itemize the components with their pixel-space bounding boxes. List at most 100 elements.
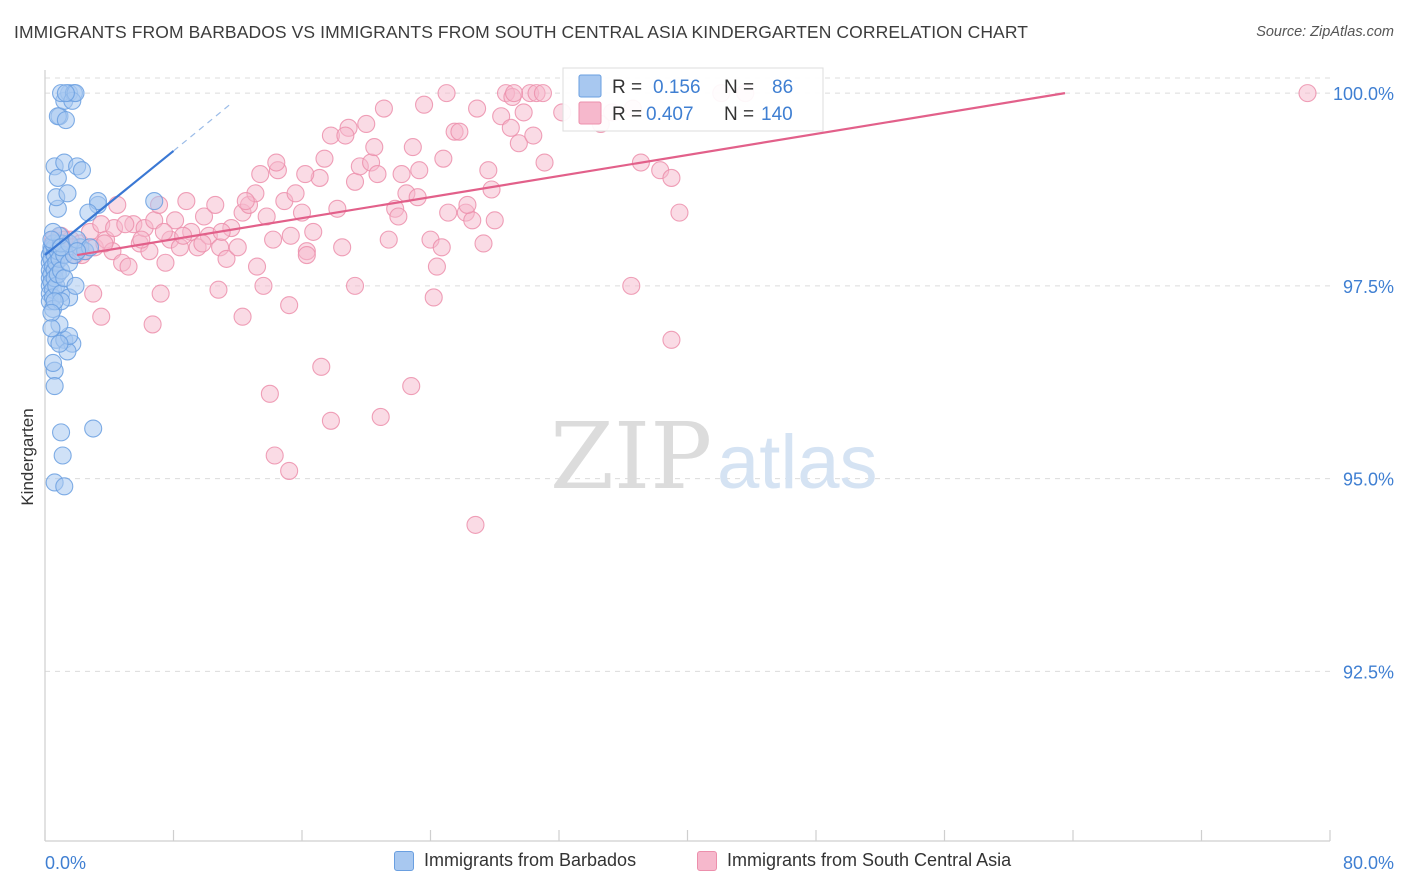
point-south-central-asia [143,315,162,334]
point-south-central-asia [328,199,347,218]
stats-r-value-south-central-asia: 0.407 [646,104,694,125]
point-south-central-asia [379,230,398,249]
point-barbados [48,168,67,187]
point-south-central-asia [492,107,511,126]
stats-legend-box: R = 0.156 N = 86 R = 0.407 N = 140 [562,67,824,132]
point-barbados [42,303,61,322]
point-south-central-asia [254,276,273,295]
point-south-central-asia [267,153,286,172]
point-barbados [50,334,69,353]
legend-label-south-central-asia: Immigrants from South Central Asia [727,850,1012,870]
stats-box-frame [562,67,824,132]
point-south-central-asia [84,284,103,303]
point-south-central-asia [474,234,493,253]
trendline-barbados-extension [173,104,231,152]
legend-item-south-central-asia[interactable]: Immigrants from South Central Asia [697,850,1011,871]
point-south-central-asia [336,126,355,145]
point-south-central-asia [151,284,170,303]
trend-lines [44,92,1066,257]
point-south-central-asia [427,257,446,276]
point-barbados [52,423,71,442]
point-south-central-asia [345,276,365,295]
stats-swatch-barbados [578,74,602,98]
point-south-central-asia [92,307,111,326]
point-south-central-asia [485,211,504,230]
point-south-central-asia [424,288,443,307]
watermark-atlas: atlas [717,420,878,505]
point-south-central-asia [1298,84,1317,103]
point-barbados [68,242,87,261]
point-south-central-asia [247,257,267,276]
watermark: ZIP atlas [550,403,878,510]
legend-item-barbados[interactable]: Immigrants from Barbados [394,850,636,871]
point-barbados [72,161,91,180]
point-south-central-asia [432,238,451,257]
stats-n-label-south-central-asia: N = [724,104,754,125]
point-south-central-asia [374,99,393,118]
point-south-central-asia [296,165,315,184]
point-barbados [53,446,72,465]
stats-n-label-barbados: N = [724,77,754,98]
point-south-central-asia [458,195,477,214]
point-south-central-asia [662,168,681,187]
source-label: Source: ZipAtlas.com [1256,24,1394,40]
point-south-central-asia [193,234,212,253]
point-barbados [84,419,103,438]
point-south-central-asia [622,276,641,295]
point-barbados [56,111,75,130]
stats-n-value-barbados: 86 [772,77,793,98]
point-south-central-asia [154,222,173,241]
point-south-central-asia [450,122,469,141]
stats-r-label-south-central-asia: R = [612,104,642,125]
chart-title: IMMIGRANTS FROM BARBADOS VS IMMIGRANTS F… [14,22,1029,42]
point-south-central-asia [119,257,138,276]
point-south-central-asia [392,165,411,184]
point-south-central-asia [403,138,422,157]
point-barbados [56,84,75,103]
point-south-central-asia [108,195,127,214]
point-south-central-asia [194,207,214,226]
point-south-central-asia [281,226,300,245]
point-south-central-asia [236,192,255,211]
point-barbados [55,477,74,496]
point-south-central-asia [368,165,387,184]
point-south-central-asia [264,230,283,249]
point-south-central-asia [524,126,543,145]
point-south-central-asia [468,99,487,118]
legend-swatch-barbados [394,850,414,871]
watermark-zip: ZIP [550,403,712,510]
point-south-central-asia [439,203,458,222]
point-south-central-asia [280,296,299,315]
point-south-central-asia [321,411,340,430]
point-south-central-asia [434,149,453,168]
point-barbados [43,353,63,373]
point-south-central-asia [304,222,323,241]
point-barbados [145,192,164,211]
point-south-central-asia [501,118,520,137]
point-south-central-asia [479,161,498,180]
point-south-central-asia [371,407,390,427]
y-axis-tick-labels: 100.0% 97.5% 95.0% 92.5% [1333,84,1394,682]
point-south-central-asia [166,211,185,230]
point-south-central-asia [509,134,528,153]
stats-swatch-south-central-asia [578,101,602,125]
point-south-central-asia [116,215,135,234]
point-south-central-asia [535,153,554,172]
point-south-central-asia [206,195,225,214]
point-south-central-asia [437,84,456,103]
point-barbados [42,319,61,338]
point-south-central-asia [345,172,365,191]
point-south-central-asia [233,307,252,326]
point-south-central-asia [280,461,299,480]
y-tick-label: 92.5% [1343,662,1394,682]
point-south-central-asia [265,446,284,465]
point-south-central-asia [333,238,352,257]
point-barbados [66,276,85,295]
point-south-central-asia [312,357,331,376]
x-axis-ticks [44,830,1331,841]
point-south-central-asia [260,384,279,403]
x-axis-tick-labels: 0.0% 80.0% [45,853,1394,873]
y-tick-label: 97.5% [1343,277,1394,297]
point-barbados [88,192,108,211]
stats-r-value-barbados: 0.156 [653,77,701,98]
